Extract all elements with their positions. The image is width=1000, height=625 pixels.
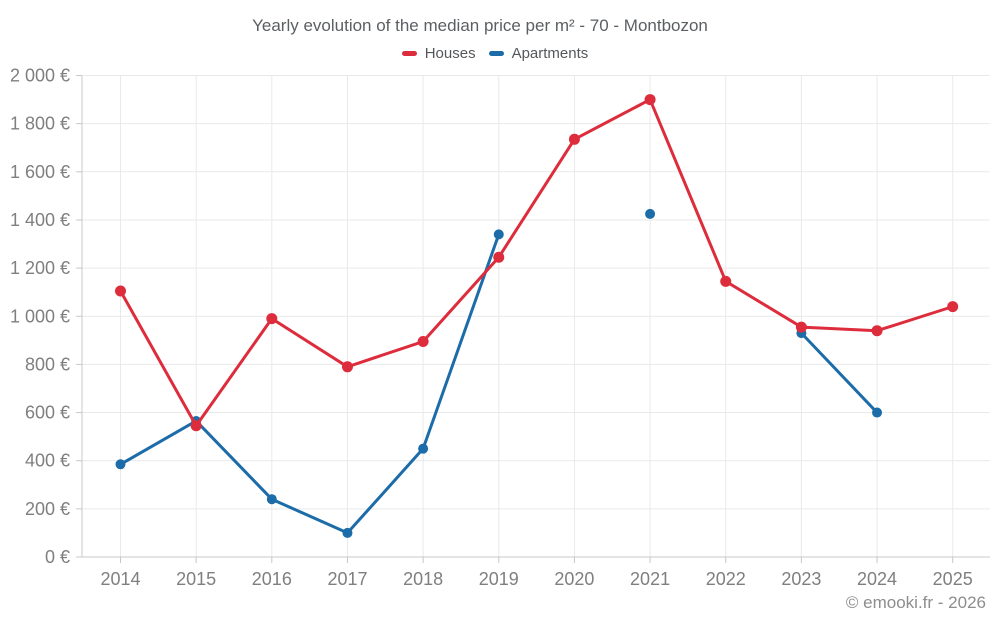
apartments-data-point[interactable] bbox=[266, 494, 277, 505]
x-tick-label: 2025 bbox=[933, 569, 973, 589]
houses-legend-swatch-icon bbox=[401, 51, 417, 56]
y-tick-label: 1 600 € bbox=[10, 162, 70, 182]
x-tick-label: 2020 bbox=[554, 569, 594, 589]
houses-data-point[interactable] bbox=[266, 313, 278, 325]
x-tick-label: 2018 bbox=[403, 569, 443, 589]
x-tick-label: 2014 bbox=[100, 569, 140, 589]
apartments-data-point[interactable] bbox=[872, 407, 883, 418]
houses-data-point[interactable] bbox=[493, 251, 505, 263]
apartments-data-point[interactable] bbox=[342, 527, 353, 538]
chart-title: Yearly evolution of the median price per… bbox=[252, 16, 708, 35]
x-tick-label: 2024 bbox=[857, 569, 897, 589]
houses-data-point[interactable] bbox=[190, 420, 202, 432]
apartments-line bbox=[119, 232, 501, 535]
houses-data-point[interactable] bbox=[720, 275, 732, 287]
houses-data-point[interactable] bbox=[644, 94, 656, 106]
apartments-line bbox=[799, 331, 879, 415]
copyright-note: © emooki.fr - 2026 bbox=[845, 593, 986, 612]
x-tick-label: 2023 bbox=[781, 569, 821, 589]
houses-data-point[interactable] bbox=[417, 336, 429, 348]
apartments-data-point[interactable] bbox=[418, 443, 429, 454]
apartments-data-point[interactable] bbox=[493, 229, 504, 240]
legend-item-houses[interactable]: Houses bbox=[401, 45, 476, 62]
houses-data-point[interactable] bbox=[795, 321, 807, 333]
x-tick-label: 2022 bbox=[706, 569, 746, 589]
apartments-data-point[interactable] bbox=[115, 459, 126, 470]
x-tick-label: 2017 bbox=[327, 569, 367, 589]
legend: Houses Apartments bbox=[0, 45, 990, 62]
apartments-data-point[interactable] bbox=[645, 208, 656, 219]
houses-legend-label: Houses bbox=[424, 45, 476, 62]
y-tick-label: 1 000 € bbox=[10, 306, 70, 326]
x-tick-label: 2016 bbox=[252, 569, 292, 589]
y-tick-label: 800 € bbox=[25, 354, 70, 374]
y-tick-label: 1 200 € bbox=[10, 258, 70, 278]
houses-data-point[interactable] bbox=[341, 361, 353, 373]
houses-data-point[interactable] bbox=[568, 133, 580, 145]
y-tick-label: 600 € bbox=[25, 403, 70, 423]
y-tick-label: 2 000 € bbox=[10, 66, 70, 86]
houses-data-point[interactable] bbox=[871, 325, 883, 337]
x-tick-label: 2019 bbox=[479, 569, 519, 589]
x-tick-label: 2015 bbox=[176, 569, 216, 589]
houses-line bbox=[119, 98, 955, 428]
y-tick-label: 1 400 € bbox=[10, 210, 70, 230]
apartments-legend-label: Apartments bbox=[511, 45, 589, 62]
y-tick-label: 400 € bbox=[25, 451, 70, 471]
y-tick-label: 0 € bbox=[45, 547, 70, 567]
y-tick-label: 200 € bbox=[25, 499, 70, 519]
y-tick-label: 1 800 € bbox=[10, 114, 70, 134]
legend-item-apartments[interactable]: Apartments bbox=[488, 45, 589, 62]
x-tick-label: 2021 bbox=[630, 569, 670, 589]
apartments-legend-swatch-icon bbox=[488, 51, 504, 56]
houses-data-point[interactable] bbox=[947, 301, 959, 313]
houses-data-point[interactable] bbox=[115, 285, 126, 297]
